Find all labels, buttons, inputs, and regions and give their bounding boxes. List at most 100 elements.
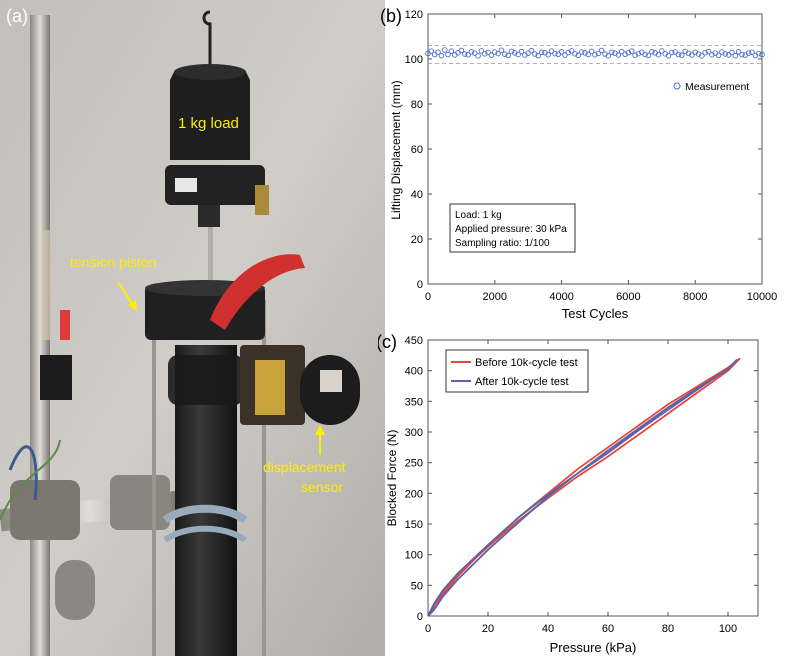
measurement-point [735,49,742,55]
measurement-point [428,48,435,54]
measurement-point [505,52,511,59]
measurement-point [575,52,582,59]
measurement-point [441,47,448,53]
y-tick-label: 0 [417,279,423,291]
x-tick-label: 0 [425,623,431,635]
measurement-point [729,49,735,56]
y-tick-label: 120 [405,9,423,21]
panel-a-letter: (a) [6,6,28,26]
y-tick-label: 0 [417,611,423,623]
measurement-point [562,52,568,58]
measurement-point [659,48,665,54]
x-tick-label: 100 [719,623,737,635]
annotation-line-1: Load: 1 kg [455,210,502,221]
measurement-point [749,49,755,56]
measurement-point [669,49,675,56]
y-tick-label: 60 [411,144,423,156]
measurement-point [675,51,682,58]
measurement-point [498,47,505,53]
measurement-point [528,47,535,54]
measurement-point [655,51,662,58]
measurement-point [642,51,648,58]
measurement-point [438,52,445,59]
x-tick-label: 6000 [616,291,640,303]
measurement-point [585,51,592,58]
measurement-point [538,49,545,56]
measurement-point [705,48,712,55]
measurement-point [685,50,692,57]
displacement-scatter-chart: (b) 0 20 40 60 80 100 120 0 2000 4000 6000 8000 100… [380,6,777,321]
measurement-point [592,51,598,58]
y-tick-label: 300 [405,427,423,439]
x-axis-label-b: Test Cycles [562,306,629,321]
measurement-point [478,48,485,54]
measurement-point [605,53,612,59]
x-tick-label: 0 [425,291,431,303]
panel-c-letter: (c) [378,332,397,352]
y-tick-label: 200 [405,488,423,500]
x-tick-label: 20 [482,623,494,635]
y-tick-label: 150 [405,519,423,531]
measurement-point [632,52,638,58]
x-tick-label: 60 [602,623,614,635]
y-tick-label: 400 [405,366,423,378]
measurement-point [709,51,715,58]
x-axis-ticks-b: 0 2000 4000 6000 8000 10000 [425,14,777,303]
measurement-point [615,52,622,58]
y-tick-label: 80 [411,99,423,111]
x-axis-ticks-c: 0 20 40 60 80 100 [425,340,737,635]
measurement-point [512,50,518,56]
measurement-point [702,49,708,56]
measurement-point [545,51,551,58]
measurement-point [759,51,765,58]
legend-label-measurement: Measurement [685,81,749,93]
blocked-force-chart: (c) 0 50 100 150 200 250 300 350 400 450 0 20 40 60 8… [378,332,759,655]
y-tick-label: 20 [411,234,423,246]
measurement-point [595,50,602,57]
measurement-point [618,48,625,55]
y-tick-label: 40 [411,189,423,201]
x-tick-label: 2000 [483,291,507,303]
measurement-point [572,51,578,57]
measurement-point [448,48,455,54]
x-tick-label: 80 [662,623,674,635]
y-tick-label: 350 [405,396,423,408]
measurement-point [665,52,672,59]
piston-label: tension piston [70,254,156,270]
legend-label-after: After 10k-cycle test [475,376,569,388]
measurement-point [532,51,538,57]
measurement-point [722,51,729,57]
measurement-point [435,49,441,56]
measurement-point [578,49,585,55]
measurement-point [472,50,478,56]
measurement-point [492,49,498,55]
measurement-point [445,51,451,58]
force-curves [427,357,741,617]
measurement-points [425,45,765,64]
load-label: 1 kg load [178,115,239,132]
after-test-curve [427,358,738,617]
measurement-point [739,51,745,58]
y-tick-label: 50 [411,580,423,592]
measurement-point [458,47,465,54]
measurement-point [755,50,762,57]
measurement-point [488,52,495,58]
y-axis-label-c: Blocked Force (N) [385,430,399,527]
x-tick-label: 8000 [683,291,707,303]
measurement-point [625,49,632,56]
y-axis-ticks-c: 0 50 100 150 200 250 300 350 400 450 [405,335,758,623]
measurement-point [649,49,655,55]
measurement-point [565,49,572,56]
x-axis-label-c: Pressure (kPa) [550,640,637,655]
annotation-box [449,203,576,253]
test-rig-photo: (a) 1 kg load tension piston displacemen… [0,0,385,656]
measurement-point [645,52,652,59]
measurement-point [515,51,521,58]
y-axis-label-b: Lifting Displacement (mm) [389,80,403,219]
measurement-point [558,49,565,55]
annotation-line-3: Sampling ratio: 1/100 [455,238,550,249]
y-tick-label: 250 [405,458,423,470]
measurement-point [598,47,605,54]
annotation-line-2: Applied pressure: 30 kPa [455,224,567,235]
y-tick-label: 450 [405,335,423,347]
